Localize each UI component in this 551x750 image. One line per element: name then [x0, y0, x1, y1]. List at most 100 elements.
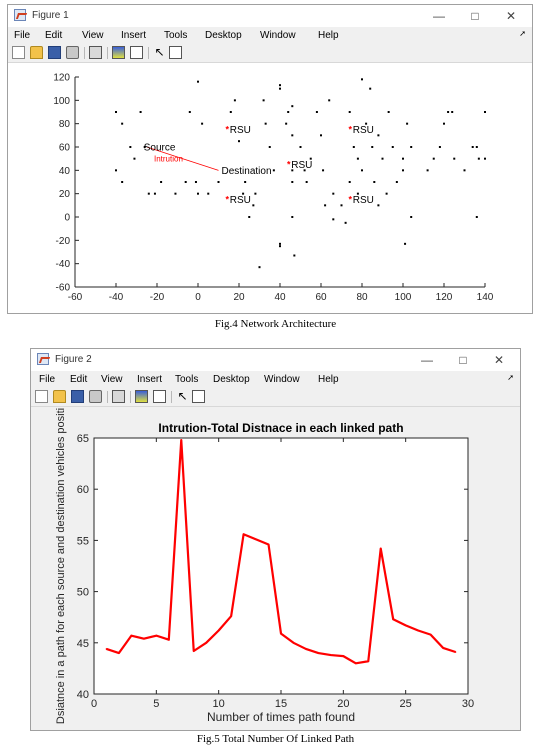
data-point	[143, 637, 145, 640]
menu-insert[interactable]: Insert	[137, 374, 163, 385]
menu-help[interactable]: Help	[318, 30, 339, 41]
vehicle-node	[438, 146, 441, 148]
vehicle-node	[285, 122, 288, 125]
vehicle-node	[197, 80, 199, 83]
figure-2-title: Figure 2	[55, 354, 92, 365]
toolbar-separator	[171, 391, 172, 403]
maximize-icon[interactable]: □	[459, 353, 467, 367]
figure-1-menubar: File Edit View Insert Tools Desktop Wind…	[8, 27, 532, 44]
data-point	[305, 648, 307, 650]
menu-help[interactable]: Help	[318, 374, 339, 385]
minimize-icon[interactable]: —	[433, 9, 445, 23]
vehicle-node	[371, 146, 374, 148]
vehicle-node	[153, 192, 156, 195]
menubar-dock-arrow-icon[interactable]: ➚	[519, 29, 526, 38]
menu-insert[interactable]: Insert	[121, 30, 147, 41]
figure-2-toolbar: ↖	[31, 388, 520, 407]
data-point	[292, 642, 295, 644]
x-tick-label: 120	[436, 292, 453, 303]
menu-view[interactable]: View	[101, 374, 123, 385]
close-icon[interactable]: ✕	[505, 9, 517, 23]
pointer-icon[interactable]: ↖	[177, 389, 188, 403]
vehicle-node	[387, 111, 390, 113]
vehicle-node	[404, 242, 407, 245]
y-tick-label: -20	[56, 236, 71, 247]
print-icon[interactable]	[89, 390, 102, 403]
menu-edit[interactable]: Edit	[45, 30, 63, 41]
minimize-icon[interactable]: —	[421, 353, 433, 367]
print-preview-icon[interactable]	[89, 46, 102, 59]
vehicle-node	[385, 192, 388, 195]
print-icon[interactable]	[66, 46, 79, 59]
x-tick-label: -20	[150, 292, 165, 303]
vehicle-node	[365, 122, 368, 125]
menu-file[interactable]: File	[14, 30, 31, 41]
vehicle-node	[348, 181, 351, 183]
menu-view[interactable]: View	[82, 30, 104, 41]
vehicle-node	[129, 146, 132, 148]
insert-legend-icon[interactable]	[153, 390, 166, 403]
vehicle-node	[356, 157, 359, 160]
insert-legend-icon[interactable]	[130, 46, 143, 59]
vehicle-node	[279, 242, 281, 245]
vehicle-node	[332, 192, 335, 195]
x-tick-label: 30	[462, 698, 474, 710]
data-point	[255, 538, 257, 541]
open-folder-icon[interactable]	[53, 390, 66, 403]
vehicle-node	[352, 146, 355, 148]
menu-edit[interactable]: Edit	[70, 374, 88, 385]
vehicle-node	[322, 169, 325, 172]
menu-desktop[interactable]: Desktop	[213, 374, 250, 385]
vehicle-node	[194, 181, 197, 183]
vehicle-node	[477, 157, 480, 160]
toolbar-separator	[107, 47, 108, 59]
y-tick-label: 0	[64, 213, 70, 224]
x-tick-label: 5	[153, 698, 159, 710]
x-tick-label: 100	[395, 292, 412, 303]
vehicle-node	[402, 157, 404, 160]
vehicle-node	[475, 146, 478, 148]
data-point	[442, 647, 444, 649]
vehicle-node	[279, 84, 281, 87]
vehicle-node	[287, 111, 290, 113]
vehicle-node	[340, 204, 343, 207]
menu-tools[interactable]: Tools	[164, 30, 188, 41]
new-file-icon[interactable]	[12, 46, 25, 59]
vehicle-node	[174, 192, 177, 195]
insert-colorbar-icon[interactable]	[135, 390, 148, 403]
x-tick-label: 15	[275, 698, 287, 710]
menu-file[interactable]: File	[39, 374, 56, 385]
vehicle-node	[291, 181, 294, 183]
insert-colorbar-icon[interactable]	[112, 46, 125, 59]
maximize-icon[interactable]: □	[471, 9, 479, 23]
x-tick-label: 10	[213, 698, 225, 710]
property-editor-icon[interactable]	[192, 390, 205, 403]
menubar-dock-arrow-icon[interactable]: ➚	[507, 373, 514, 382]
menu-window[interactable]: Window	[264, 374, 300, 385]
close-icon[interactable]: ✕	[493, 353, 505, 367]
vehicle-node	[377, 134, 380, 137]
save-icon[interactable]	[71, 390, 84, 403]
property-editor-icon[interactable]	[169, 46, 182, 59]
data-point	[379, 547, 382, 550]
data-point	[180, 439, 183, 441]
y-tick-label: -60	[56, 283, 71, 294]
save-icon[interactable]	[48, 46, 61, 59]
source-label: Source	[144, 143, 176, 154]
new-file-icon[interactable]	[35, 390, 48, 403]
menu-tools[interactable]: Tools	[175, 374, 199, 385]
x-tick-label: 80	[356, 292, 368, 303]
data-point	[130, 634, 133, 637]
pointer-icon[interactable]: ↖	[154, 45, 165, 59]
rsu-label: RSU	[353, 195, 374, 206]
vehicle-node	[233, 99, 236, 102]
matlab-figure-icon	[37, 353, 49, 365]
data-point	[367, 660, 370, 663]
y-tick-label: 40	[59, 166, 71, 177]
menu-desktop[interactable]: Desktop	[205, 30, 242, 41]
menu-window[interactable]: Window	[260, 30, 296, 41]
data-point	[342, 655, 345, 657]
open-folder-icon[interactable]	[30, 46, 43, 59]
figure-2-caption: Fig.5 Total Number Of Linked Path	[196, 733, 355, 745]
print-preview-icon[interactable]	[112, 390, 125, 403]
